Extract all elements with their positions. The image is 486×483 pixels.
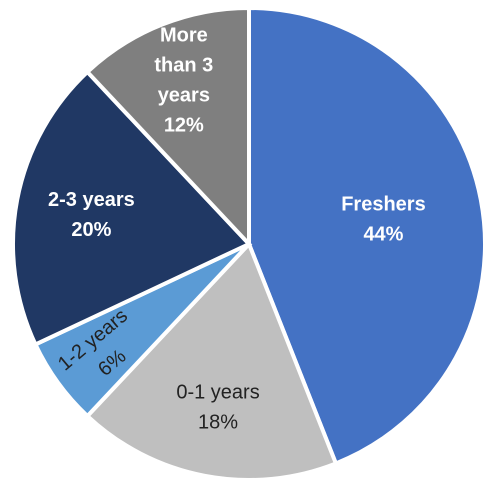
slice-percent: 18% [198,411,238,433]
slice-category: More [160,24,208,46]
slice-category: than 3 [154,54,213,76]
pie-slices [11,5,486,482]
pie-slice-0-1-years [84,240,339,482]
slice-label-text: More than 3 years 12% [154,24,213,136]
pie-slice-freshers [247,5,486,467]
slice-label-0-1-years: 0-1 years 18% [176,381,259,433]
slice-category: 2-3 years [48,189,135,211]
slice-label-freshers: Freshers 44% [341,193,426,245]
slice-percent: 44% [363,223,403,245]
slice-label-text: Freshers 44% [341,193,426,245]
slice-percent: 20% [71,219,111,241]
pie-slice-2-3-years [11,69,253,348]
slice-label-2-3-years: 2-3 years 20% [48,189,135,241]
pie-slice-more-than-3-years [84,5,251,250]
slice-category: 0-1 years [176,381,259,403]
slice-category: years [158,84,210,106]
slice-label-text: 2-3 years 20% [48,189,135,241]
slice-label-text: 0-1 years 18% [176,381,259,433]
slice-percent: 12% [164,114,204,136]
slice-category: Freshers [341,193,426,215]
slice-label-more-than-3-years: More than 3 years 12% [154,24,213,136]
